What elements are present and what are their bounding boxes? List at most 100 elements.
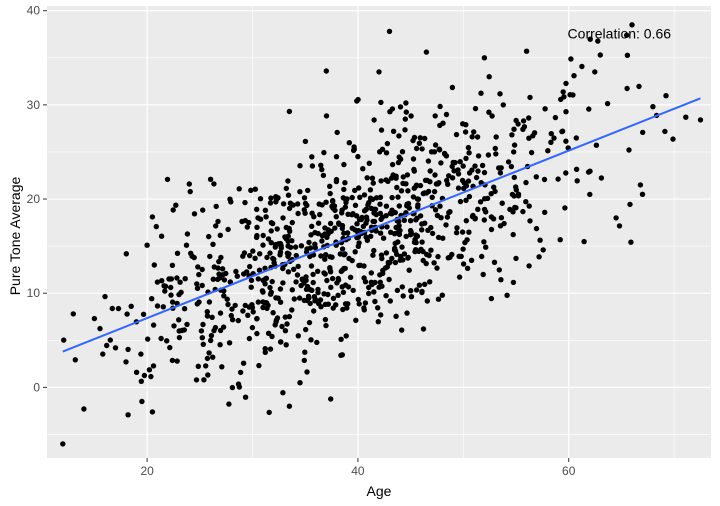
data-point	[252, 255, 258, 261]
data-point	[257, 196, 264, 202]
data-point	[366, 290, 372, 297]
data-point	[210, 354, 216, 360]
data-point	[309, 210, 315, 216]
data-point	[407, 218, 414, 224]
data-point	[343, 333, 349, 339]
data-point	[285, 192, 292, 198]
data-point	[140, 311, 147, 317]
data-point	[397, 257, 403, 263]
data-point	[286, 251, 292, 257]
data-point	[395, 194, 401, 200]
data-point	[440, 235, 446, 241]
data-point	[195, 264, 201, 270]
data-point	[293, 252, 299, 259]
data-point	[305, 187, 311, 194]
data-point	[464, 265, 471, 271]
data-point	[449, 251, 455, 258]
data-point	[320, 172, 327, 179]
data-point	[437, 103, 443, 110]
data-point	[640, 129, 646, 136]
data-point	[267, 250, 273, 256]
data-point	[604, 100, 611, 107]
data-point	[221, 293, 227, 299]
data-point	[365, 202, 371, 208]
data-point	[225, 301, 231, 308]
data-point	[428, 149, 435, 155]
data-point	[315, 220, 322, 226]
data-point	[670, 136, 676, 142]
data-point	[164, 338, 170, 344]
data-point	[338, 336, 344, 342]
data-point	[219, 364, 225, 370]
data-point	[377, 194, 384, 200]
data-point	[325, 291, 331, 298]
y-tick-label: 30	[27, 98, 41, 112]
data-point	[613, 215, 619, 221]
data-point	[408, 288, 414, 294]
data-point	[282, 314, 288, 320]
data-point	[286, 403, 293, 409]
data-point	[401, 217, 407, 223]
data-point	[399, 284, 405, 290]
data-point	[663, 93, 669, 99]
data-point	[439, 292, 445, 298]
data-point	[465, 144, 472, 151]
regression-line	[62, 97, 701, 353]
data-point	[295, 263, 301, 270]
data-point	[217, 327, 224, 334]
data-point	[527, 218, 533, 224]
data-point	[444, 214, 451, 220]
data-point	[298, 243, 305, 249]
data-point	[435, 234, 442, 241]
data-point	[282, 234, 288, 240]
data-point	[273, 295, 279, 301]
data-point	[319, 202, 325, 208]
data-point	[150, 322, 157, 328]
data-point	[425, 227, 431, 233]
data-point	[240, 360, 247, 366]
data-point	[138, 351, 144, 357]
data-point	[91, 315, 98, 322]
data-point	[218, 254, 224, 261]
data-point	[367, 187, 374, 193]
data-point	[153, 223, 159, 230]
data-point	[306, 239, 312, 246]
data-point	[468, 257, 475, 263]
data-point	[424, 298, 430, 304]
data-point	[408, 294, 415, 300]
data-point	[289, 287, 295, 293]
data-point	[330, 197, 336, 204]
data-point	[432, 207, 439, 213]
data-point	[616, 223, 623, 229]
data-point	[422, 281, 428, 287]
data-point	[200, 321, 206, 328]
data-point	[455, 185, 462, 191]
data-point	[349, 194, 355, 201]
data-point	[378, 312, 384, 318]
data-point	[626, 147, 632, 153]
data-point	[394, 251, 400, 258]
data-point	[212, 324, 219, 331]
data-point	[531, 130, 538, 136]
data-point	[254, 330, 260, 337]
data-point	[211, 264, 217, 270]
data-point	[149, 409, 156, 415]
data-point	[592, 69, 598, 75]
data-point	[217, 342, 223, 348]
x-tick-label: 40	[351, 464, 365, 478]
data-point	[307, 300, 313, 307]
data-point	[309, 154, 315, 160]
data-point	[280, 265, 286, 272]
data-point	[327, 269, 334, 275]
data-point	[477, 199, 484, 205]
data-point	[493, 134, 499, 140]
data-point	[176, 334, 183, 341]
data-point	[498, 277, 504, 283]
data-point	[520, 118, 527, 124]
data-point	[225, 226, 231, 233]
data-point	[273, 196, 280, 203]
data-point	[260, 232, 266, 239]
data-point	[168, 276, 174, 282]
data-point	[303, 326, 309, 333]
data-point	[307, 287, 314, 293]
